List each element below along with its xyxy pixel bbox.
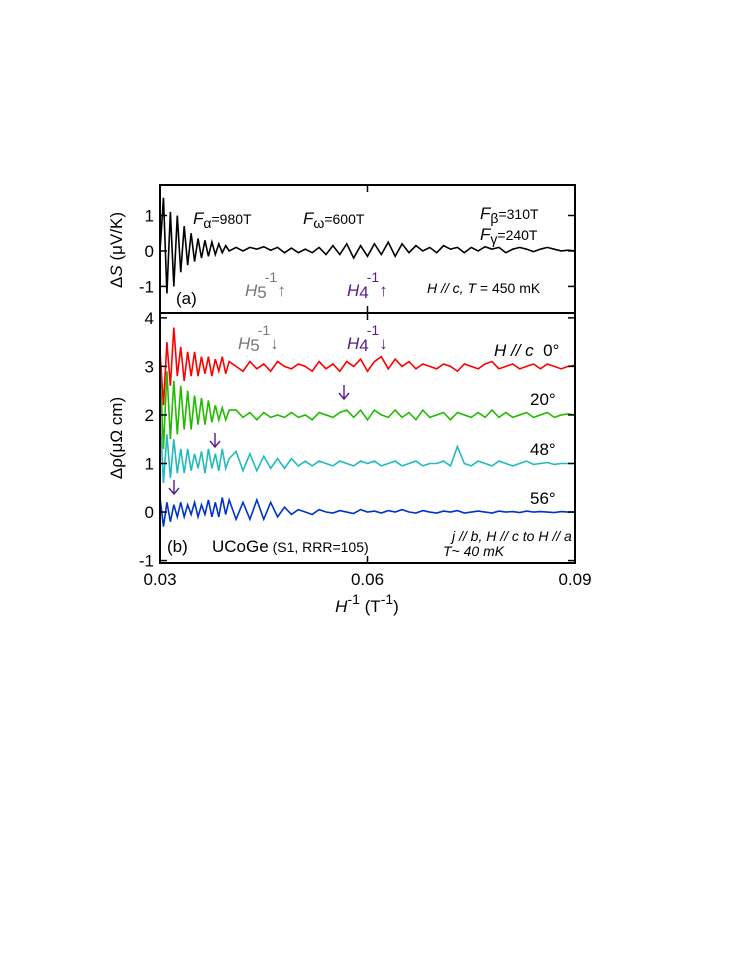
x-tick-label: 0.03 [143, 570, 176, 589]
y-tick-label: 1 [145, 206, 154, 225]
y-tick-label: 4 [145, 309, 154, 328]
annotation: Fβ=310T [480, 204, 539, 226]
annotation: H4-1↓ [347, 322, 388, 355]
annotation: (b) [167, 537, 188, 556]
annotation: T~ 40 mK [443, 543, 505, 559]
pointer-arrows [168, 385, 350, 496]
data-line [159, 366, 576, 449]
data-line [159, 197, 576, 294]
data-line [159, 327, 576, 406]
annotation: H5-1↑ [245, 269, 286, 302]
annotation: Fγ=240T [480, 225, 538, 247]
y-tick-label: -1 [139, 277, 154, 296]
annotation: Fα=980T [193, 209, 252, 231]
y-tick-label: 1 [145, 454, 154, 473]
x-axis-title: H-1 (T-1) [335, 591, 399, 616]
x-tick-label: 0.06 [351, 570, 384, 589]
annotation: H5-1↓ [238, 322, 279, 355]
annotation: j // b, H // c to H // a [450, 528, 572, 544]
data-line [159, 497, 575, 527]
annotation: 48° [530, 440, 556, 459]
y-axis-title: Δρ(μΩ cm) [107, 397, 126, 479]
annotation: H // c, T = 450 mK [427, 280, 541, 296]
y-tick-label: -1 [139, 552, 154, 571]
annotation: H4-1↑ [347, 269, 388, 302]
x-tick-label: 0.09 [558, 570, 591, 589]
annotation: H // c 0° [494, 341, 559, 360]
data-line [159, 414, 575, 483]
y-tick-label: 0 [145, 242, 154, 261]
annotation: UCoGe (S1, RRR=105) [212, 537, 369, 556]
y-tick-label: 3 [145, 357, 154, 376]
annotation: 56° [530, 489, 556, 508]
y-axis-title: ΔS (μV/K) [107, 212, 126, 288]
annotation: Fω=600T [303, 209, 365, 231]
y-tick-label: 2 [145, 406, 154, 425]
y-tick-label: 0 [145, 503, 154, 522]
annotation: 20° [530, 390, 556, 409]
annotation: (a) [176, 289, 197, 308]
